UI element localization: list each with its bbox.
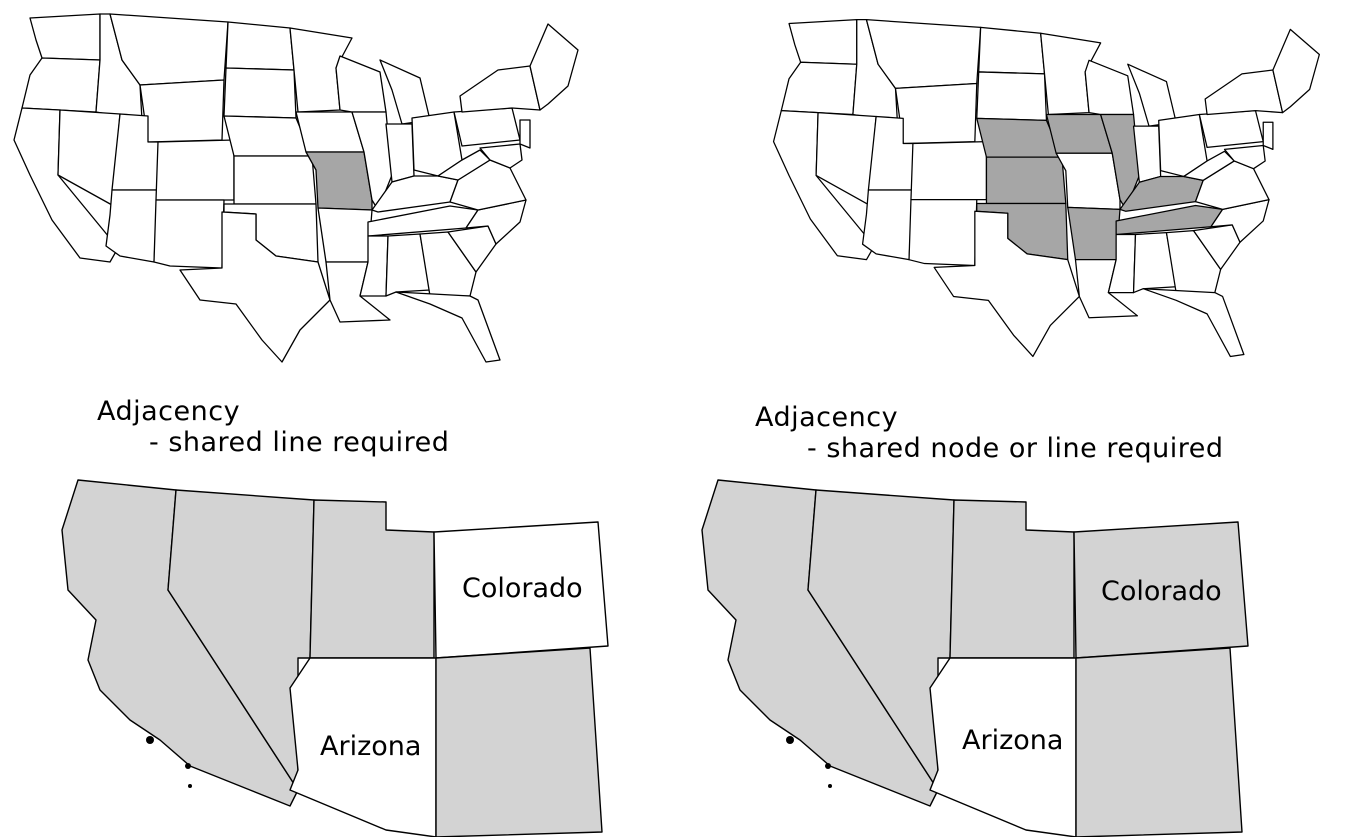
state-texas [933,210,1080,358]
state-texas [179,211,331,363]
state-wisconsin [1084,59,1135,116]
caption-right: Adjacency - shared node or line required [755,402,1224,464]
region-map-right [701,479,1249,837]
state-mississippi [359,235,389,297]
region-utah [309,499,435,659]
island-mark [825,763,831,769]
caption-subtitle: - shared node or line required [807,433,1224,464]
caption-title: Adjacency [755,402,899,433]
state-new-york [459,65,541,113]
state-washington [29,13,101,61]
state-south-dakota [976,71,1048,121]
state-arizona [861,189,914,261]
state-michigan [1127,63,1177,127]
label-colorado-left: Colorado [462,573,583,604]
region-colorado [433,521,609,659]
state-oregon [780,61,858,116]
state-colorado [155,139,235,201]
state-north-dakota [225,21,295,71]
island-mark [828,784,832,788]
island-mark [786,736,794,744]
caption-left: Adjacency - shared line required [97,396,449,458]
us-map-right [772,19,1320,358]
label-colorado-right: Colorado [1101,576,1222,607]
state-oregon [21,57,101,113]
state-wyoming [139,79,225,143]
state-kansas [233,155,317,205]
state-wyoming [894,82,978,145]
region-utah [949,499,1075,659]
state-florida [1142,288,1245,358]
region-colorado [1073,521,1249,659]
state-alabama [385,233,431,297]
state-georgia [419,231,477,297]
state-new-jersey [519,119,531,149]
state-mississippi [1107,233,1137,294]
state-pennsylvania [1198,110,1264,149]
state-new-jersey [1262,121,1274,150]
state-pennsylvania [453,107,521,147]
state-north-dakota [978,26,1046,75]
island-mark [185,763,191,769]
state-new-mexico [908,199,978,267]
state-new-mexico [153,199,225,269]
region-new-mexico [435,647,603,837]
state-kansas [985,156,1067,205]
state-colorado [910,140,988,201]
region-map-left [61,479,609,837]
state-arkansas [317,207,373,263]
caption-title: Adjacency [97,396,241,427]
state-arizona [105,189,159,263]
state-alabama [1132,231,1177,294]
region-new-mexico [1075,647,1243,837]
state-wisconsin [335,55,387,113]
state-new-york [1204,69,1284,116]
state-georgia [1165,230,1222,294]
label-arizona-left: Arizona [320,731,422,762]
state-florida [395,291,501,363]
state-new-england [1272,28,1320,114]
us-map-left [13,13,579,363]
state-michigan [379,59,431,125]
state-maryland [1223,144,1266,170]
caption-subtitle: - shared line required [149,427,450,458]
state-maryland [479,143,523,169]
state-new-england [529,23,579,111]
island-mark [146,736,154,744]
label-arizona-right: Arizona [962,725,1064,756]
state-south-dakota [223,67,297,119]
island-mark [188,784,192,788]
state-washington [788,19,858,65]
state-arkansas [1067,206,1121,261]
